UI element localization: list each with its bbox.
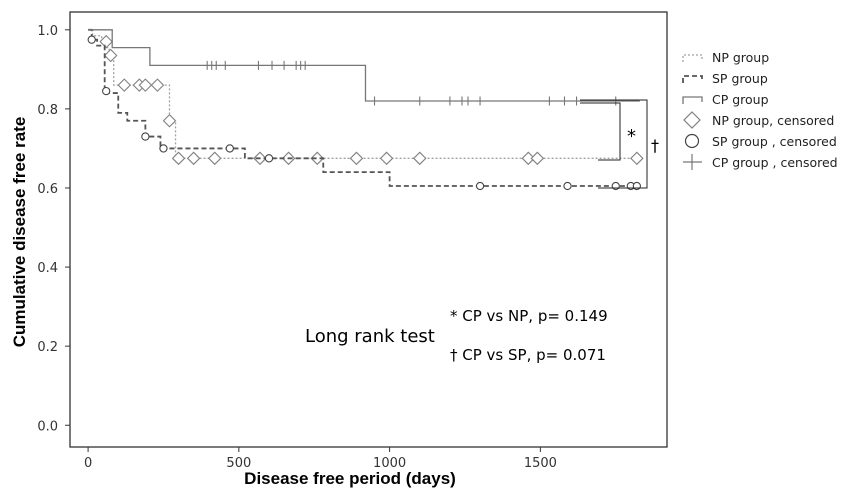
comparison-sp-label: † CP vs SP, p= 0.071: [450, 346, 606, 364]
censor-mark-np: [150, 78, 165, 92]
legend-item-cp-censored: CP group , censored: [683, 154, 838, 170]
legend-line-cp: [682, 96, 703, 104]
legend-item-np-censored: NP group, censored: [683, 111, 834, 129]
censor-mark-np: [99, 34, 113, 49]
legend-diamond-icon: [683, 111, 701, 129]
censor-mark-sp: [563, 181, 572, 191]
series-layer: [87, 28, 644, 191]
legend-label-sp-censored: SP group , censored: [712, 134, 837, 149]
censor-mark-np: [207, 151, 222, 166]
y-tick-label: 0.8: [37, 103, 58, 118]
censor-mark-np: [521, 151, 536, 166]
censor-mark-np: [530, 151, 545, 166]
bracket-cp-vs-sp: [580, 99, 648, 189]
censor-mark-np: [171, 151, 186, 166]
censor-mark-sp: [475, 181, 485, 191]
plot-frame: [69, 11, 668, 448]
censor-mark-np: [379, 151, 394, 166]
censor-mark-np: [310, 151, 325, 166]
legend-label-sp: SP group: [712, 71, 768, 86]
x-tick-label: 1000: [373, 456, 406, 471]
comparison-brackets: * †: [580, 99, 659, 189]
y-tick-label: 0.0: [37, 419, 58, 434]
bracket-np-marker: *: [627, 126, 636, 147]
legend-label-cp-censored: CP group , censored: [712, 155, 838, 170]
test-name-label: Long rank test: [305, 326, 435, 347]
legend-item-cp: CP group: [682, 92, 769, 107]
censor-mark-sp: [225, 144, 234, 153]
censor-mark-sp: [87, 35, 96, 44]
x-tick-label: 0: [84, 456, 92, 471]
censor-mark-np: [349, 151, 364, 166]
legend-item-np: NP group: [682, 50, 769, 65]
y-tick-label: 0.6: [37, 182, 58, 197]
censor-mark-sp: [611, 181, 620, 191]
series-line-cp: [88, 29, 640, 102]
x-tick-label: 1500: [524, 456, 557, 471]
censor-mark-sp: [159, 144, 168, 153]
legend-circle-icon: [684, 133, 700, 149]
censor-mark-np: [162, 113, 177, 128]
censor-mark-np: [117, 78, 132, 92]
censor-mark-np: [138, 78, 153, 92]
legend-label-np-censored: NP group, censored: [712, 113, 834, 128]
bracket-cp-vs-np: [580, 102, 621, 161]
legend-line-sp: [682, 75, 703, 83]
series-cp: [88, 29, 640, 106]
legend-item-sp-censored: SP group , censored: [684, 133, 837, 149]
censor-mark-np: [103, 48, 118, 63]
bracket-sp-marker: †: [651, 136, 659, 155]
legend-item-sp: SP group: [682, 71, 768, 86]
x-tick-label: 500: [226, 456, 251, 471]
x-axis: 0 500 1000 1500: [84, 447, 557, 471]
legend: NP group SP group CP group NP group, cen…: [682, 50, 838, 170]
series-line-sp: [88, 28, 640, 187]
censor-mark-np: [186, 151, 201, 166]
censor-mark-sp: [102, 86, 111, 96]
y-axis: 0.0 0.2 0.4 0.6 0.8 1.0: [37, 24, 70, 434]
legend-label-cp: CP group: [712, 92, 769, 107]
y-tick-label: 0.4: [37, 261, 58, 276]
censor-mark-sp: [141, 132, 150, 141]
x-axis-title: Disease free period (days): [244, 469, 456, 488]
y-axis-title: Cumulative disease free rate: [10, 117, 29, 348]
series-sp: [87, 28, 641, 191]
y-tick-label: 0.2: [37, 340, 58, 355]
legend-line-np: [682, 54, 703, 62]
legend-label-np: NP group: [712, 50, 769, 65]
series-np: [88, 29, 644, 166]
censor-mark-np: [630, 151, 644, 166]
censor-mark-sp: [264, 154, 274, 163]
censor-mark-sp: [632, 181, 641, 191]
censor-mark-np: [412, 151, 427, 166]
y-tick-label: 1.0: [37, 24, 58, 39]
series-line-np: [88, 29, 640, 159]
comparison-np-label: * CP vs NP, p= 0.149: [450, 307, 608, 325]
